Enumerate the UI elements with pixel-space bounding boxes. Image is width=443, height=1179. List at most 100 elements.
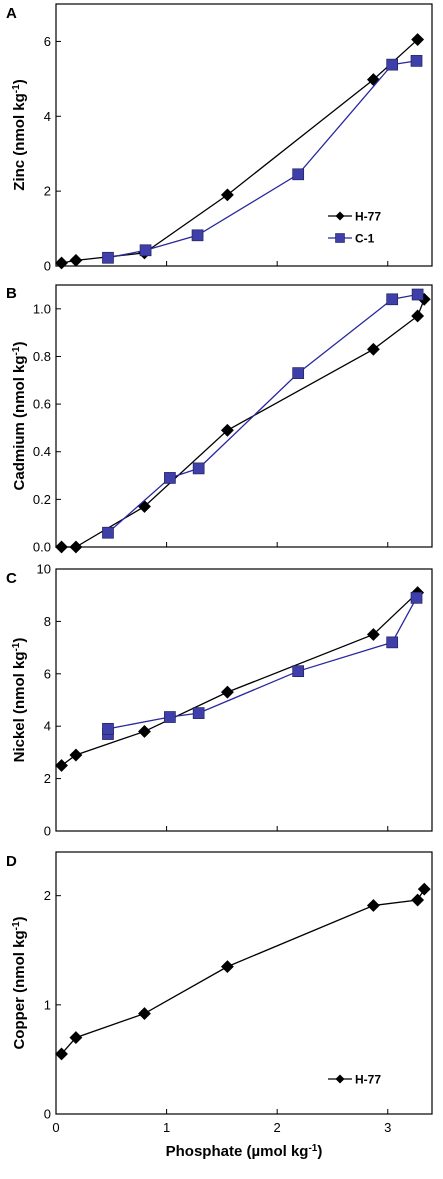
panel-a-series-h-77 bbox=[55, 33, 425, 270]
panel-b-series-c-1-point bbox=[164, 472, 176, 484]
panel-d-ytick-label: 1 bbox=[44, 997, 51, 1012]
panel-b-series-c-1-point bbox=[292, 367, 305, 379]
panel-b-frame bbox=[55, 284, 433, 548]
panel-d-y-axis-title-text: Copper (nmol kg bbox=[11, 930, 28, 1049]
panel-c-series-h-77-point bbox=[138, 725, 151, 738]
panel-c-ytick-label: 0 bbox=[44, 824, 51, 839]
panel-c-series-c-1-point bbox=[192, 707, 205, 719]
panel-b-series-h-77-point bbox=[220, 423, 234, 437]
panel-c-series-h-77-point bbox=[55, 759, 68, 772]
panel-c-series-c-1-point bbox=[164, 711, 176, 723]
panel-a-series-c-1-line bbox=[107, 60, 417, 259]
panel-c-series-c-1-line bbox=[107, 597, 418, 735]
panel-a-series-c-1-point bbox=[386, 58, 399, 71]
panel-d-legend: H-77 bbox=[328, 1073, 381, 1087]
panel-c-y-axis-title-tail: ) bbox=[11, 638, 28, 643]
panel-c-letter: C bbox=[6, 570, 17, 587]
panel-a-series-h-77-point bbox=[220, 188, 234, 202]
panel-a-series-h-77-point bbox=[69, 253, 83, 267]
panel-c-series-c-1 bbox=[102, 591, 423, 740]
panel-d-y-axis-title-tail: ) bbox=[11, 916, 28, 921]
panel-a-letter: A bbox=[6, 5, 17, 22]
panel-d-x-axis-title-text: Phosphate (µmol kg bbox=[166, 1143, 309, 1160]
panel-b-letter: B bbox=[6, 285, 17, 302]
panel-c-ytick-label: 8 bbox=[44, 614, 51, 629]
panel-a-series-c-1-point bbox=[292, 168, 305, 181]
panel-b-ytick-label: 0.0 bbox=[33, 540, 51, 555]
panel-a-series-h-77-line bbox=[61, 39, 419, 264]
panel-a-series-c-1-point bbox=[102, 251, 114, 264]
panel-b-series-h-77-point bbox=[366, 342, 380, 356]
panel-d-series-h-77-point bbox=[138, 1007, 151, 1020]
panel-b-ytick-label: 0.6 bbox=[33, 397, 51, 412]
panel-d-frame bbox=[55, 851, 433, 1115]
panel-a-frame bbox=[55, 3, 433, 267]
panel-c-y-axis-title-text: Nickel (nmol kg bbox=[11, 652, 28, 763]
panel-c-series-h-77-line bbox=[61, 592, 419, 767]
panel-a-ytick-label: 0 bbox=[44, 259, 51, 274]
panel-b-series-h-77 bbox=[55, 292, 431, 554]
panel-a-series-h-77-point bbox=[411, 33, 425, 46]
panel-a-y-axis-title-text: Zinc (nmol kg bbox=[11, 93, 28, 191]
panel-c-series-h-77-point bbox=[220, 685, 234, 699]
panel-b-ytick-label: 0.2 bbox=[33, 492, 51, 507]
panel-b-y-axis-title-text: Cadmium (nmol kg bbox=[11, 355, 28, 490]
panel-a-y-axis-title: Zinc (nmol kg-1) bbox=[11, 79, 29, 190]
panel-c-series-c-1-point bbox=[386, 636, 399, 649]
panel-c: C 0 2 4 6 8 10 Nickel (nmol kg-1) bbox=[6, 562, 433, 839]
panel-b-y-axis-title: Cadmium (nmol kg-1) bbox=[11, 342, 29, 491]
panel-d-series-h-77 bbox=[55, 882, 431, 1061]
panel-c-series-c-1-point bbox=[410, 591, 423, 604]
panel-c-y-axis-title-superscript: -1 bbox=[11, 642, 22, 651]
panel-d-series-h-77-point bbox=[69, 1031, 83, 1045]
panel-d-xtick-label: 3 bbox=[384, 1120, 391, 1135]
panel-b-series-h-77-line bbox=[61, 299, 425, 548]
panel-a-legend-marker bbox=[335, 233, 345, 243]
panel-a-ytick-label: 4 bbox=[44, 109, 51, 124]
panel-a-series-c-1-point bbox=[410, 55, 423, 67]
panel-d-legend-marker bbox=[335, 1074, 345, 1084]
panel-b-series-c-1-point bbox=[411, 288, 424, 301]
panel-d-xtick-label: 2 bbox=[274, 1120, 281, 1135]
panel-a-series-c-1-point bbox=[191, 229, 204, 242]
panel-c-series-h-77-point bbox=[366, 628, 380, 641]
panel-a-series-h-77-point bbox=[55, 256, 68, 270]
panel-d-series-h-77-point bbox=[411, 893, 425, 907]
panel-d-ytick-label: 2 bbox=[44, 888, 51, 903]
panel-b-series-h-77-point bbox=[55, 540, 68, 554]
panel-c-ytick-label: 2 bbox=[44, 771, 51, 786]
panel-d-series-h-77-point bbox=[220, 960, 234, 974]
panel-a-legend: H-77 C-1 bbox=[328, 210, 381, 246]
panel-a-ytick-label: 6 bbox=[44, 34, 51, 49]
panel-d-series-h-77-line bbox=[61, 888, 425, 1055]
panel-c-series-c-1-point bbox=[292, 665, 305, 678]
panel-a-ytick-label: 2 bbox=[44, 184, 51, 199]
panel-b: B 0.0 0.2 0.4 0.6 0.8 1.0 Cadmium (nmol kg-1) bbox=[6, 284, 433, 555]
panel-a-legend-marker bbox=[335, 211, 345, 221]
panel-d-y-axis-title: Copper (nmol kg-1) bbox=[11, 916, 29, 1049]
panel-d-series-h-77-point bbox=[366, 899, 380, 912]
panel-b-series-c-1-point bbox=[386, 293, 399, 306]
panel-c-series-h-77-point bbox=[69, 748, 83, 762]
panel-d-xtick-label: 0 bbox=[52, 1120, 59, 1135]
panel-d-x-axis-title-superscript: -1 bbox=[308, 1143, 317, 1154]
panel-c-series-c-1-point bbox=[102, 722, 114, 735]
panel-c-ytick-label: 4 bbox=[44, 719, 51, 734]
panel-b-y-axis-title-tail: ) bbox=[11, 342, 28, 347]
panel-d-y-axis-title-superscript: -1 bbox=[11, 921, 22, 930]
panel-c-ytick-label: 10 bbox=[37, 562, 51, 577]
panel-d-x-axis-title: Phosphate (µmol kg-1) bbox=[166, 1143, 323, 1161]
panel-c-y-axis-title: Nickel (nmol kg-1) bbox=[11, 638, 29, 763]
panel-b-ytick-label: 1.0 bbox=[33, 301, 51, 316]
panel-d-letter: D bbox=[6, 853, 17, 870]
panel-a: A 0 2 4 6 Zinc (nmol kg-1) H-77 C-1 bbox=[6, 3, 433, 274]
panel-a-y-axis-title-tail: ) bbox=[11, 79, 28, 84]
panel-c-frame bbox=[55, 568, 433, 832]
panel-d-xtick-label: 1 bbox=[163, 1120, 170, 1135]
panel-b-series-c-1-point bbox=[192, 462, 205, 475]
panel-a-legend-label: H-77 bbox=[355, 210, 381, 224]
panel-d-legend-label: H-77 bbox=[355, 1073, 381, 1087]
panel-a-y-axis-title-superscript: -1 bbox=[11, 84, 22, 93]
panel-c-series-h-77 bbox=[55, 586, 425, 772]
